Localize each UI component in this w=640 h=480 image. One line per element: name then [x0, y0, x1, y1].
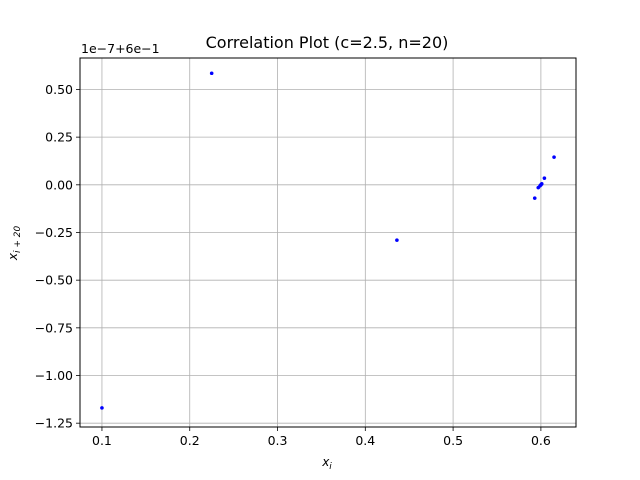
x-axis-ticks: 0.1 0.2 0.3 0.4 0.5 0.6	[92, 427, 551, 448]
scatter-point	[532, 196, 537, 200]
y-axis-offset-label: 1e−7+6e−1	[81, 41, 160, 56]
x-axis-label-base: x	[321, 455, 330, 469]
y-tick-label: 0.50	[45, 82, 73, 97]
data-points	[100, 71, 556, 410]
x-tick-label: 0.4	[355, 433, 375, 448]
scatter-point	[552, 155, 556, 159]
y-tick-label: −1.25	[35, 416, 73, 431]
y-tick-label: 0.25	[45, 130, 73, 145]
x-tick-label: 0.1	[92, 433, 112, 448]
plot-area-frame	[79, 57, 577, 428]
y-axis-label-base: x	[6, 252, 20, 261]
y-tick-label: −0.50	[35, 273, 73, 288]
scatter-point	[539, 182, 544, 186]
y-axis-label: xi + 20	[6, 226, 23, 262]
x-tick-label: 0.3	[268, 433, 288, 448]
y-tick-label: 0.00	[45, 177, 73, 192]
scatter-point	[542, 176, 547, 180]
scatter-point	[209, 71, 214, 76]
y-tick-label: −1.00	[35, 368, 73, 383]
x-axis-label: xi	[321, 455, 332, 472]
y-tick-label: −0.25	[35, 225, 73, 240]
y-axis-ticks: 0.50 0.25 0.00 −0.25 −0.50 −0.75 −1.00 −1.25	[35, 82, 80, 431]
chart-title: Correlation Plot (c=2.5, n=20)	[206, 33, 449, 52]
grid-lines	[80, 58, 576, 427]
y-axis-label-sub: i + 20	[13, 226, 23, 253]
y-tick-label: −0.75	[35, 320, 73, 335]
scatter-point	[100, 406, 104, 410]
x-tick-label: 0.6	[531, 433, 551, 448]
x-axis-label-sub: i	[329, 462, 332, 472]
x-tick-label: 0.5	[443, 433, 463, 448]
x-tick-label: 0.2	[180, 433, 200, 448]
scatter-point	[395, 238, 399, 242]
